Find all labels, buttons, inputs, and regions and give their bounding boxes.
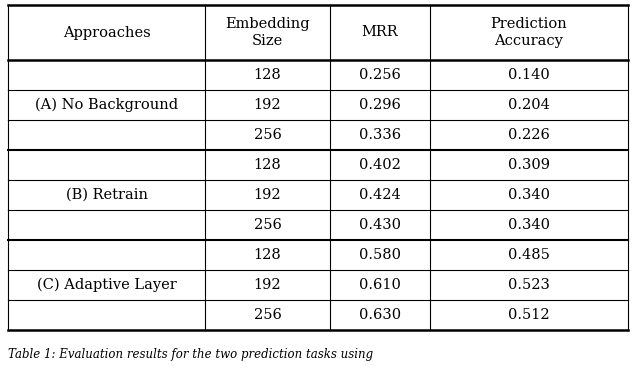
Text: Approaches: Approaches — [63, 25, 150, 39]
Text: 0.340: 0.340 — [508, 218, 550, 232]
Text: 0.340: 0.340 — [508, 188, 550, 202]
Text: 0.580: 0.580 — [359, 248, 401, 262]
Text: 0.430: 0.430 — [359, 218, 401, 232]
Text: 256: 256 — [253, 308, 282, 322]
Text: 0.512: 0.512 — [508, 308, 550, 322]
Text: 0.140: 0.140 — [508, 68, 550, 82]
Text: 0.226: 0.226 — [508, 128, 550, 142]
Text: 256: 256 — [253, 218, 282, 232]
Text: 0.296: 0.296 — [359, 98, 401, 112]
Text: 0.309: 0.309 — [508, 158, 550, 172]
Text: 0.610: 0.610 — [359, 278, 401, 292]
Text: (C) Adaptive Layer: (C) Adaptive Layer — [36, 278, 177, 292]
Text: 192: 192 — [253, 278, 282, 292]
Text: 0.336: 0.336 — [359, 128, 401, 142]
Text: Prediction
Accuracy: Prediction Accuracy — [491, 18, 568, 48]
Text: 128: 128 — [253, 248, 282, 262]
Text: 0.256: 0.256 — [359, 68, 401, 82]
Text: 0.485: 0.485 — [508, 248, 550, 262]
Text: MRR: MRR — [362, 25, 398, 39]
Text: 128: 128 — [253, 158, 282, 172]
Text: 128: 128 — [253, 68, 282, 82]
Text: Table 1: Evaluation results for the two prediction tasks using: Table 1: Evaluation results for the two … — [8, 348, 373, 361]
Text: 0.402: 0.402 — [359, 158, 401, 172]
Text: Embedding
Size: Embedding Size — [225, 18, 310, 48]
Text: 192: 192 — [253, 98, 282, 112]
Text: 0.424: 0.424 — [359, 188, 401, 202]
Text: 256: 256 — [253, 128, 282, 142]
Text: 0.523: 0.523 — [508, 278, 550, 292]
Text: 192: 192 — [253, 188, 282, 202]
Text: 0.630: 0.630 — [359, 308, 401, 322]
Text: (B) Retrain: (B) Retrain — [65, 188, 147, 202]
Text: 0.204: 0.204 — [508, 98, 550, 112]
Text: (A) No Background: (A) No Background — [35, 98, 178, 112]
